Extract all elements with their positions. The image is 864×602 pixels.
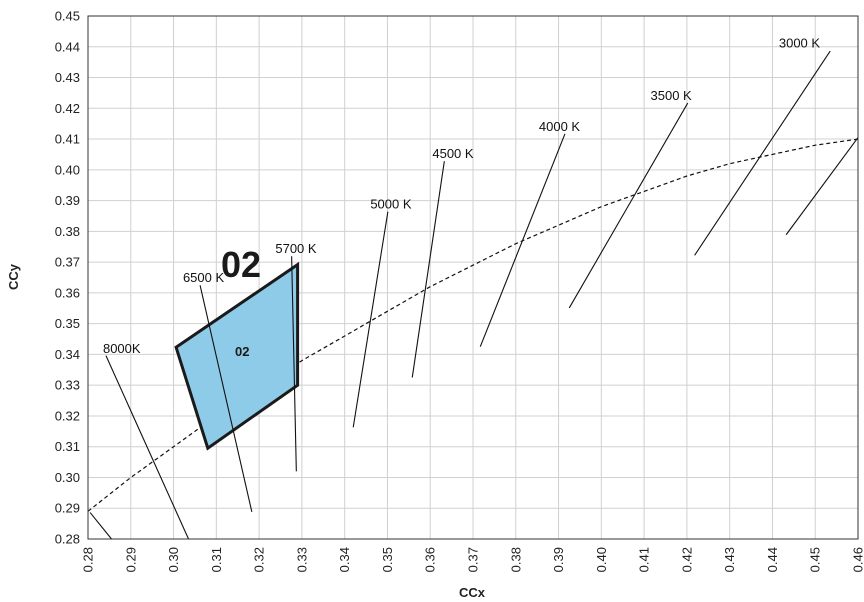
plot-border xyxy=(87,15,859,540)
x-tick-label: 0.28 xyxy=(81,547,96,572)
isotemperature-line xyxy=(568,102,689,309)
isotemperature-line xyxy=(199,285,253,513)
isotemperature-line xyxy=(785,137,859,236)
y-tick-label: 0.41 xyxy=(55,132,80,147)
y-tick-label: 0.39 xyxy=(55,193,80,208)
planckian-locus xyxy=(87,138,859,512)
x-tick-labels: 0.28 0.29 0.30 0.31 0.32 0.33 0.34 0.35 0.36 0.37… xyxy=(81,547,864,572)
cct-label: 4500 K xyxy=(432,146,474,161)
x-tick-label: 0.37 xyxy=(466,547,481,572)
y-tick-label: 0.43 xyxy=(55,70,80,85)
y-tick-label: 0.31 xyxy=(55,439,80,454)
isotemperature-line xyxy=(694,50,831,256)
y-tick-label: 0.38 xyxy=(55,224,80,239)
isotemperature-line xyxy=(89,512,112,540)
isotemperature-line xyxy=(352,211,389,428)
x-tick-label: 0.35 xyxy=(380,547,395,572)
x-tick-label: 0.32 xyxy=(252,547,267,572)
region-inner-label: 02 xyxy=(235,344,249,359)
y-tick-label: 0.44 xyxy=(55,39,80,54)
x-tick-label: 0.38 xyxy=(508,547,523,572)
cct-label: 5700 K xyxy=(275,241,317,256)
x-axis-title: CCx xyxy=(459,585,486,600)
y-tick-labels: 0.28 0.29 0.30 0.31 0.32 0.33 0.34 0.35 0.36 0.37… xyxy=(55,9,80,547)
cct-label: 3000 K xyxy=(779,36,821,51)
x-tick-label: 0.39 xyxy=(551,547,566,572)
cct-label: 3500 K xyxy=(651,88,693,103)
planckian-locus-curve xyxy=(87,138,859,512)
x-tick-label: 0.46 xyxy=(851,547,864,572)
y-tick-label: 0.33 xyxy=(55,378,80,393)
isotemperature-line xyxy=(291,256,297,472)
isotemperature-line xyxy=(105,355,190,540)
grid xyxy=(87,15,859,540)
y-tick-label: 0.35 xyxy=(55,316,80,331)
x-tick-label: 0.29 xyxy=(123,547,138,572)
x-tick-label: 0.44 xyxy=(765,547,780,572)
y-axis-title: CCy xyxy=(6,263,21,290)
y-tick-label: 0.37 xyxy=(55,255,80,270)
region-label: 02 xyxy=(221,244,261,285)
isotemperature-line xyxy=(479,133,566,347)
x-tick-label: 0.30 xyxy=(166,547,181,572)
cct-label: 5000 K xyxy=(370,196,412,211)
y-tick-label: 0.45 xyxy=(55,9,80,24)
x-tick-label: 0.41 xyxy=(637,547,652,572)
region-02: 02 02 xyxy=(174,244,300,451)
plot-frame xyxy=(87,15,859,540)
x-tick-label: 0.31 xyxy=(209,547,224,572)
isotemperature-line xyxy=(411,161,445,378)
y-tick-label: 0.28 xyxy=(55,532,80,547)
y-tick-label: 0.30 xyxy=(55,470,80,485)
x-tick-label: 0.33 xyxy=(294,547,309,572)
region-polygon xyxy=(174,261,300,451)
y-tick-label: 0.34 xyxy=(55,347,80,362)
x-tick-label: 0.45 xyxy=(808,547,823,572)
x-tick-label: 0.43 xyxy=(722,547,737,572)
y-tick-label: 0.29 xyxy=(55,501,80,516)
x-tick-label: 0.42 xyxy=(679,547,694,572)
y-tick-label: 0.42 xyxy=(55,101,80,116)
x-tick-label: 0.34 xyxy=(337,547,352,572)
y-tick-label: 0.36 xyxy=(55,285,80,300)
cct-label: 8000K xyxy=(103,341,141,356)
cct-label: 6500 K xyxy=(183,270,225,285)
x-tick-label: 0.40 xyxy=(594,547,609,572)
y-tick-label: 0.40 xyxy=(55,162,80,177)
x-tick-label: 0.36 xyxy=(423,547,438,572)
isotemperature-lines: 8000K 6500 K 5700 K 5000 K 4500 K 4000 K 3500 … xyxy=(89,36,859,540)
cct-label: 4000 K xyxy=(539,119,581,134)
y-tick-label: 0.32 xyxy=(55,408,80,423)
